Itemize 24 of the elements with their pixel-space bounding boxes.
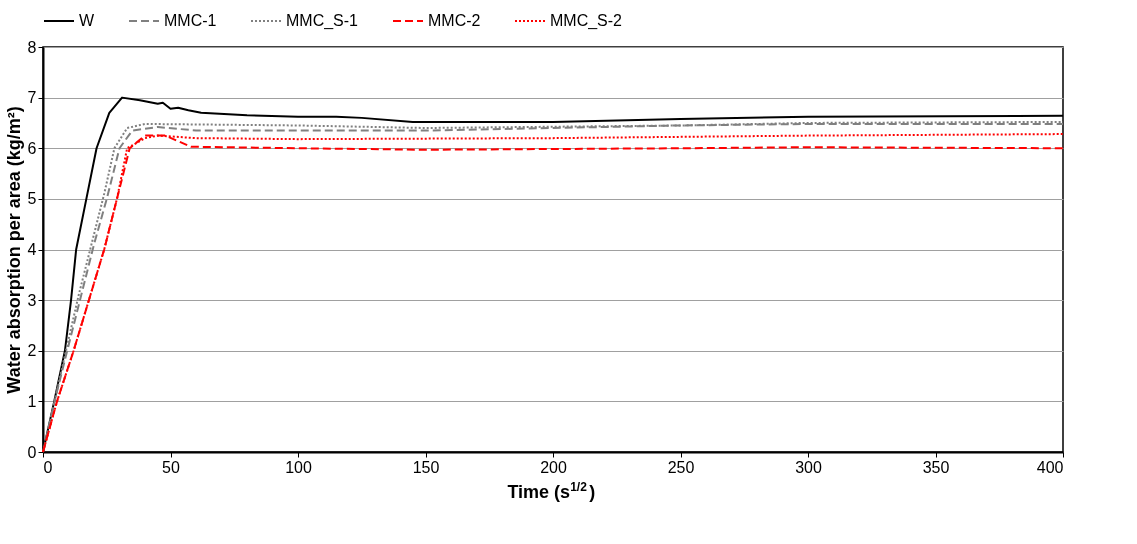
y-tick-label: 7 (27, 89, 37, 107)
legend-label: W (79, 12, 95, 29)
x-tick-label: 350 (922, 458, 950, 476)
y-tick-label: 6 (27, 139, 37, 157)
y-axis-title: Water absorption per area (kg/m²) (3, 106, 24, 394)
legend-label: MMC-2 (428, 12, 481, 29)
y-tick-label: 3 (27, 291, 37, 309)
legend-label: MMC_S-2 (550, 12, 623, 30)
x-tick-label: 200 (540, 458, 567, 476)
x-tick-label: 50 (162, 458, 180, 476)
x-tick-label: 250 (667, 458, 695, 476)
y-tick-label: 4 (27, 241, 37, 258)
x-tick-label: 300 (795, 458, 822, 476)
x-tick-label: 150 (412, 458, 440, 476)
legend-label: MMC-1 (164, 12, 217, 29)
y-tick-label: 1 (27, 392, 37, 410)
y-tick-label: 2 (27, 342, 37, 360)
x-tick-label: 100 (285, 458, 312, 476)
x-tick-label: 400 (1036, 458, 1064, 476)
y-tick-label: 8 (27, 38, 37, 56)
legend-label: MMC_S-1 (286, 12, 359, 30)
y-tick-label: 0 (27, 443, 37, 461)
x-tick-label: 0 (43, 458, 53, 476)
y-tick-label: 5 (27, 190, 37, 208)
